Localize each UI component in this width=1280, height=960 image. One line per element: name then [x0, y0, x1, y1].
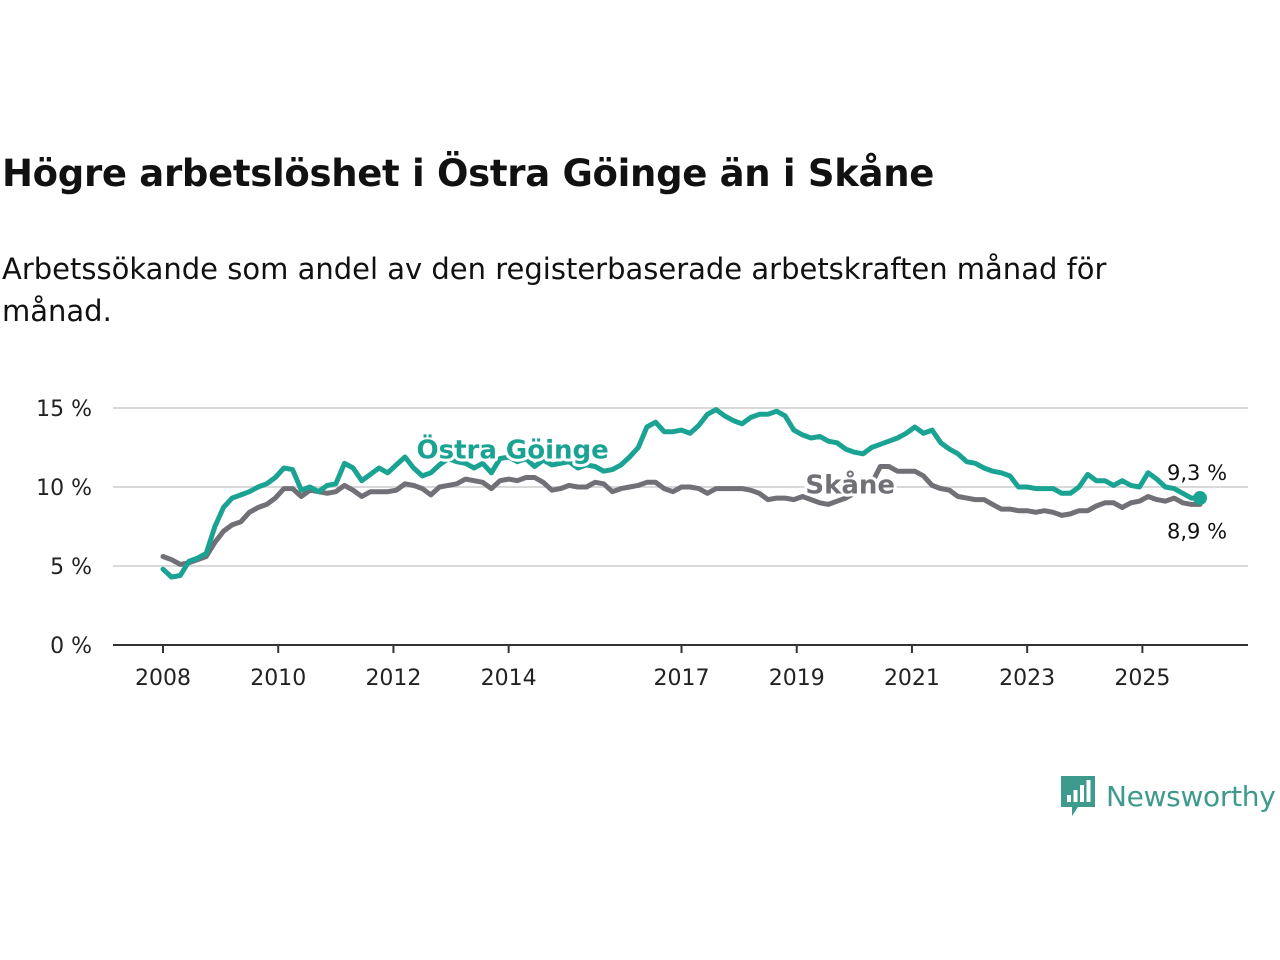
ostra-goinge-label: Östra Göinge — [416, 433, 608, 466]
ostra-goinge-end-label: 9,3 % — [1167, 461, 1227, 485]
ostra-goinge-end-point — [1193, 491, 1207, 506]
x-tick-label: 2021 — [884, 666, 940, 691]
y-axis: 0 % 5 % 10 % 15 % — [36, 397, 92, 659]
grid-lines — [113, 407, 1248, 646]
x-tick-label: 2008 — [135, 666, 191, 691]
y-tick-label: 0 % — [50, 634, 92, 659]
skane-end-label: 8,9 % — [1167, 519, 1227, 543]
line-chart: 0 %5 %10 %15 % 2008 2010 2012 2014 2017 2019 2… — [36, 397, 1248, 691]
newsworthy-logo-icon — [1061, 776, 1095, 816]
x-tick-label: 2010 — [250, 666, 306, 691]
x-axis: 2008 2010 2012 2014 2017 2019 2021 2023 2025 — [135, 645, 1170, 691]
chart-subtitle: Arbetssökande som andel av den registerb… — [2, 252, 1107, 328]
x-tick-label: 2014 — [481, 666, 537, 691]
x-tick-label: 2025 — [1114, 666, 1170, 691]
series-labels: 8,9 % 9,3 % Östra Göinge Skåne — [413, 430, 1227, 544]
y-tick-label: 15 % — [36, 397, 92, 422]
ostra-goinge-line — [160, 407, 1203, 580]
y-tick-label: 5 % — [50, 555, 92, 580]
newsworthy-logo: Newsworthy — [1058, 774, 1276, 818]
y-tick-label: 10 % — [36, 476, 92, 501]
x-tick-label: 2017 — [654, 666, 710, 691]
skane-label: Skåne — [805, 468, 895, 500]
x-tick-label: 2012 — [365, 666, 421, 691]
newsworthy-logo-text: Newsworthy — [1106, 779, 1276, 813]
x-tick-label: 2023 — [999, 666, 1055, 691]
series-lines — [160, 407, 1207, 580]
x-tick-label: 2019 — [769, 666, 825, 691]
skane-line — [160, 464, 1203, 567]
chart-title: Högre arbetslöshet i Östra Göinge än i S… — [2, 152, 935, 195]
